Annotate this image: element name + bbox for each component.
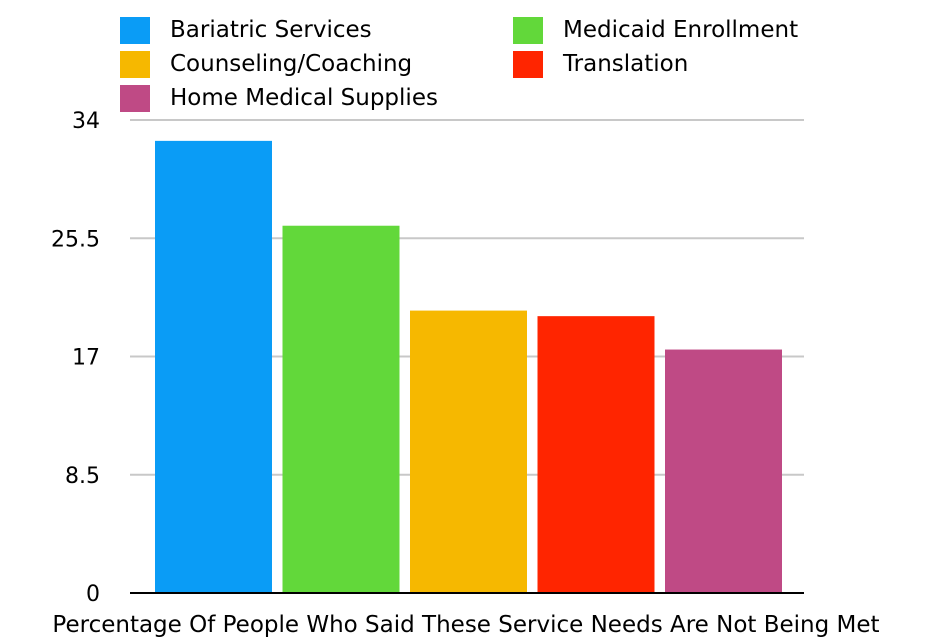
chart-legend: Bariatric Services Medicaid Enrollment C… xyxy=(0,0,933,120)
bar-bariatric-services xyxy=(155,140,272,593)
legend-label: Medicaid Enrollment xyxy=(563,17,799,43)
legend-label: Home Medical Supplies xyxy=(170,85,438,111)
y-tick-label: 0 xyxy=(86,582,100,607)
legend-label: Counseling/Coaching xyxy=(170,51,413,77)
legend-item-bariatric-services: Bariatric Services xyxy=(120,16,372,44)
y-tick-label: 17 xyxy=(72,346,100,371)
legend-swatch xyxy=(120,50,150,78)
legend-swatch xyxy=(120,84,150,112)
bar-counseling-coaching xyxy=(410,310,527,593)
legend-swatch xyxy=(120,16,150,44)
legend-swatch xyxy=(513,16,543,44)
legend-item-home-medical-supplies: Home Medical Supplies xyxy=(120,84,438,112)
legend-label: Bariatric Services xyxy=(170,17,372,43)
y-axis-tick-labels: 0 8.5 17 25.5 34 xyxy=(51,109,100,607)
x-axis-title: Percentage Of People Who Said These Serv… xyxy=(52,612,879,638)
bar-medicaid-enrollment xyxy=(282,225,400,593)
legend-swatch xyxy=(513,50,543,78)
y-tick-label: 8.5 xyxy=(65,464,100,489)
legend-item-translation: Translation xyxy=(513,50,688,78)
bar-translation xyxy=(537,316,655,593)
legend-item-medicaid-enrollment: Medicaid Enrollment xyxy=(513,16,798,44)
legend-item-counseling-coaching: Counseling/Coaching xyxy=(120,50,412,78)
bars xyxy=(155,140,782,593)
legend-label: Translation xyxy=(563,51,689,77)
y-tick-label: 34 xyxy=(72,109,100,134)
y-tick-label: 25.5 xyxy=(51,227,100,252)
bar-home-medical-supplies xyxy=(665,349,782,593)
